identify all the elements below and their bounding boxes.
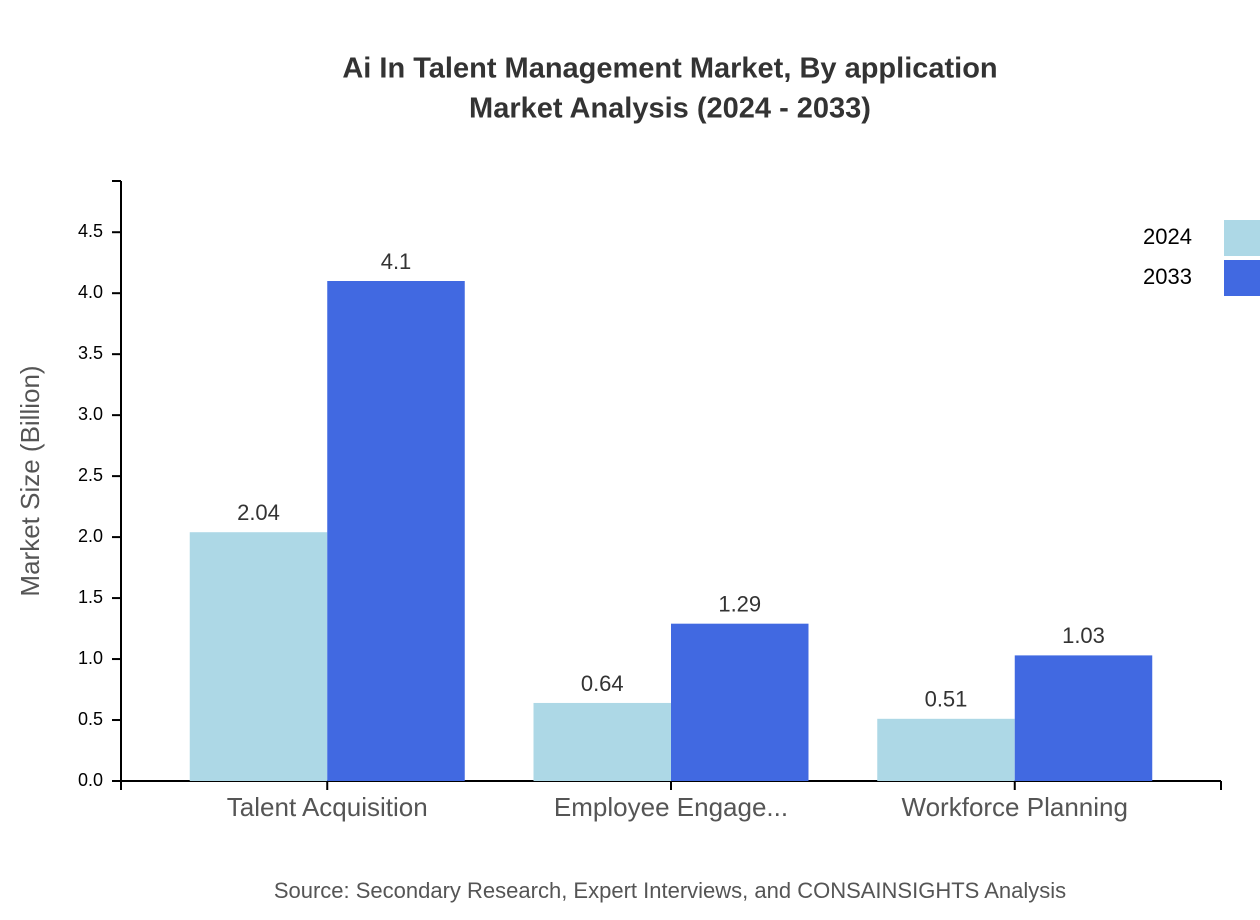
y-tick-label: 1.0 xyxy=(78,648,103,668)
bar xyxy=(671,623,809,781)
value-label: 1.29 xyxy=(718,591,761,616)
bar xyxy=(877,718,1015,781)
bar xyxy=(1014,655,1153,781)
x-tick-label: Workforce Planning xyxy=(902,792,1128,822)
x-tick-label: Talent Acquisition xyxy=(227,792,428,822)
bar xyxy=(533,702,671,781)
bar xyxy=(189,532,328,781)
chart-subtitle: Market Analysis (2024 - 2033) xyxy=(469,93,871,125)
legend-label: 2033 xyxy=(1143,264,1192,289)
y-tick-label: 4.5 xyxy=(78,221,103,241)
legend-swatch xyxy=(1224,260,1260,296)
y-tick-label: 0.5 xyxy=(78,709,103,729)
y-axis-label: Market Size (Billion) xyxy=(15,365,45,596)
value-label: 1.03 xyxy=(1062,623,1105,648)
x-tick-label: Employee Engage... xyxy=(554,792,788,822)
legend-label: 2024 xyxy=(1143,224,1192,249)
y-tick-label: 3.5 xyxy=(78,343,103,363)
value-label: 4.1 xyxy=(381,249,412,274)
y-tick-label: 0.0 xyxy=(78,770,103,790)
y-tick-label: 2.0 xyxy=(78,526,103,546)
value-label: 2.04 xyxy=(237,500,280,525)
value-label: 0.51 xyxy=(925,687,968,712)
legend-swatch xyxy=(1224,220,1260,256)
chart-title: Ai In Talent Management Market, By appli… xyxy=(342,53,997,85)
y-tick-label: 1.5 xyxy=(78,587,103,607)
y-tick-label: 3.0 xyxy=(78,404,103,424)
value-label: 0.64 xyxy=(581,671,624,696)
y-tick-label: 2.5 xyxy=(78,465,103,485)
y-tick-label: 4.0 xyxy=(78,282,103,302)
bar xyxy=(327,281,465,781)
source-note: Source: Secondary Research, Expert Inter… xyxy=(274,878,1066,903)
